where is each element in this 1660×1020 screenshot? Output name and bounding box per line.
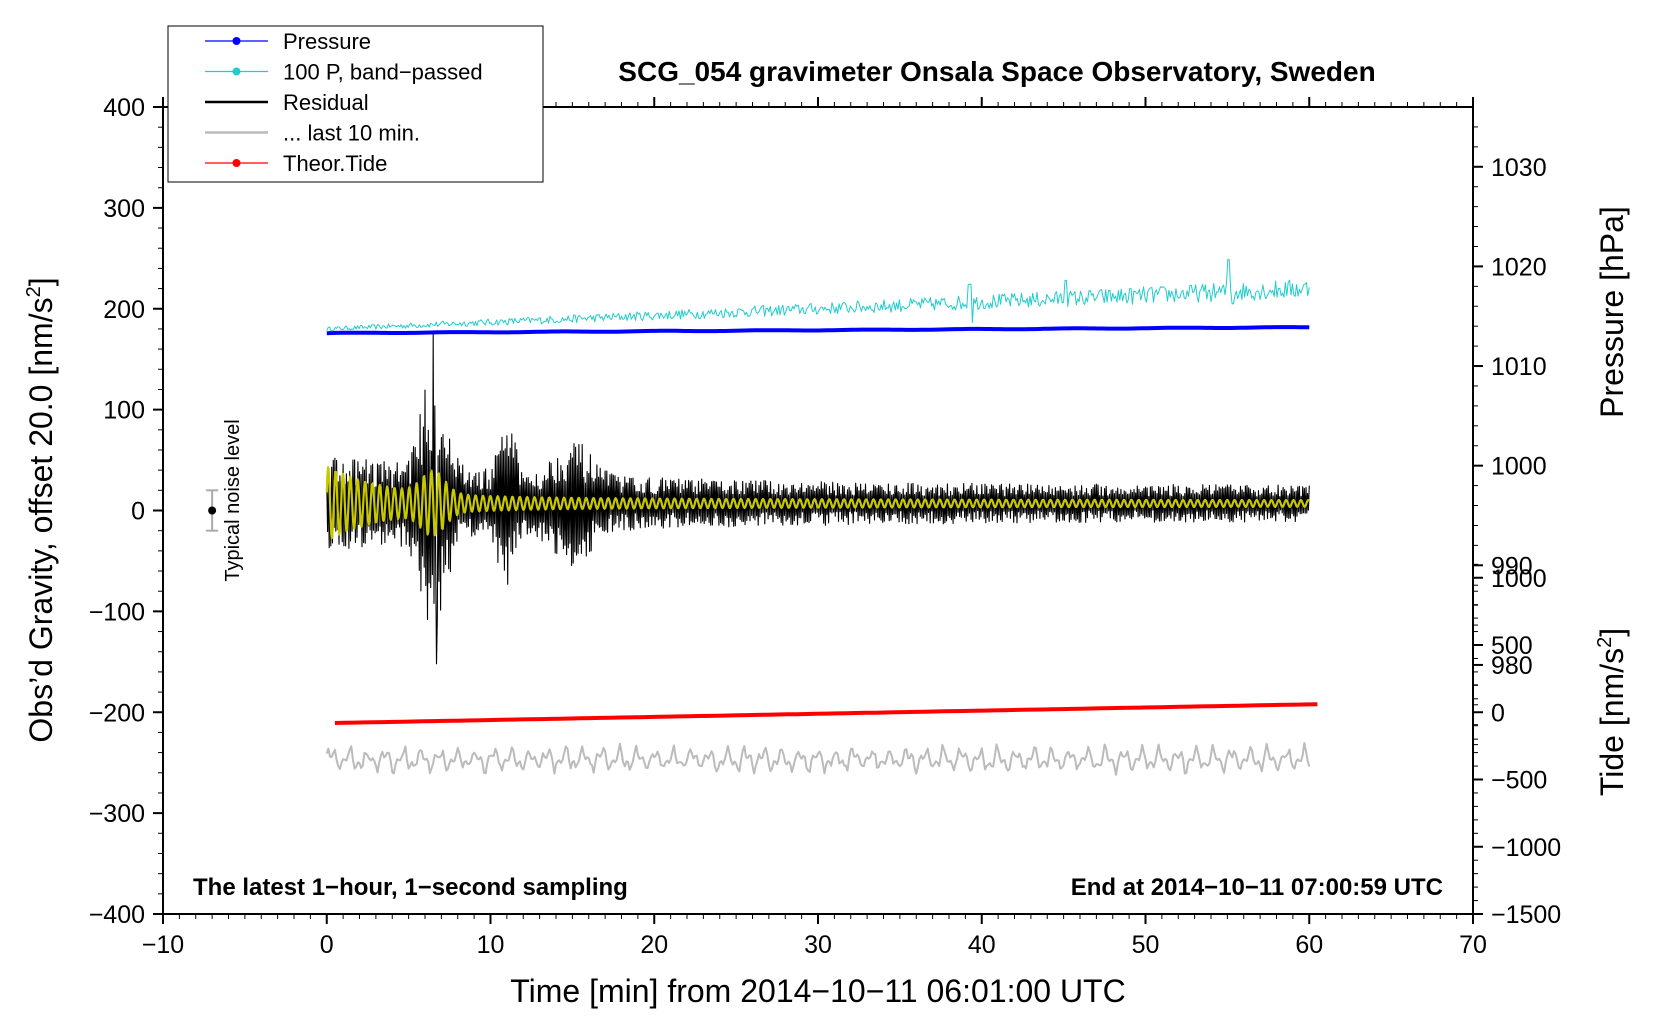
- legend: Pressure 100 P, band−passed Residual ... la…: [167, 25, 544, 183]
- annotation-left: The latest 1−hour, 1−second sampling: [193, 874, 628, 901]
- x-tick-label: 10: [477, 931, 505, 959]
- x-tick-label: 20: [640, 931, 668, 959]
- noise-bar: Typical noise level: [206, 419, 244, 582]
- x-tick-label: 60: [1295, 931, 1323, 959]
- x-axis-label: Time [min] from 2014−10−11 06:01:00 UTC: [510, 973, 1125, 1009]
- y-pressure-tick-label: 980: [1491, 652, 1533, 680]
- y-left-tick-label: 300: [103, 195, 145, 223]
- y-left-tick-label: −100: [89, 598, 145, 626]
- legend-swatch-marker: [232, 159, 241, 167]
- chart-title: SCG_054 gravimeter Onsala Space Observat…: [618, 56, 1375, 87]
- legend-swatch-marker: [232, 67, 241, 76]
- legend-label: Residual: [283, 90, 369, 115]
- legend-item: ... last 10 min.: [205, 121, 420, 146]
- y-pressure-tick-label: 1030: [1491, 154, 1547, 182]
- x-tick-label: −10: [142, 931, 184, 959]
- y-axis-label-left: Obs’d Gravity, offset 20.0 [nm/s2]: [23, 277, 59, 742]
- y-left-tick-label: 0: [131, 498, 145, 526]
- series-bandpassed-pressure: [326, 259, 1310, 332]
- series-residual: [326, 333, 1310, 665]
- series-theoretical-tide: [334, 702, 1318, 725]
- y-pressure-tick-label: 1020: [1491, 253, 1547, 281]
- legend-swatch-marker: [232, 37, 241, 45]
- series-pressure: [326, 325, 1310, 336]
- y-left-tick-label: −200: [89, 699, 145, 727]
- y-tide-tick-label: 1000: [1491, 565, 1547, 593]
- y-tide-tick-label: 0: [1491, 699, 1505, 727]
- y-axis-label-tide-main: Tide [nm/s: [1594, 648, 1630, 796]
- y-left-tick-label: 400: [103, 94, 145, 122]
- legend-label: Pressure: [283, 29, 371, 54]
- noise-bar-dot: [208, 506, 217, 515]
- y-tide-tick-label: 500: [1491, 632, 1533, 660]
- series-last-10-min: [325, 742, 1311, 776]
- legend-item: Residual: [205, 90, 369, 115]
- y-pressure-tick-label: 1010: [1491, 353, 1547, 381]
- y-pressure-tick-label: 1000: [1491, 453, 1547, 481]
- y-left-tick-label: 100: [103, 397, 145, 425]
- legend-label: 100 P, band−passed: [283, 60, 483, 85]
- legend-item: Theor.Tide: [205, 151, 387, 176]
- x-tick-label: 40: [968, 931, 996, 959]
- legend-item: 100 P, band−passed: [205, 60, 483, 85]
- y-tide-tick-label: −500: [1491, 767, 1547, 795]
- legend-label: Theor.Tide: [283, 151, 387, 176]
- x-tick-label: 30: [804, 931, 832, 959]
- y-left-tick-label: 200: [103, 296, 145, 324]
- y-tide-tick-label: −1500: [1491, 901, 1561, 929]
- x-tick-label: 50: [1132, 931, 1160, 959]
- ticks-layer: −10 0 10 20 30 40 50 60 704003002001000−100−200−…: [89, 94, 1562, 959]
- y-axis-label-tide-sup: 2: [1594, 637, 1616, 648]
- annotation-right: End at 2014−10−11 07:00:59 UTC: [1071, 874, 1443, 901]
- y-axis-label-pressure: Pressure [hPa]: [1594, 206, 1630, 418]
- series-residual-filtered: [325, 466, 1311, 540]
- legend-item: Pressure: [205, 29, 371, 54]
- y-left-tick-label: −300: [89, 800, 145, 828]
- y-axis-label-left-main: Obs’d Gravity, offset 20.0 [nm/s: [23, 297, 59, 742]
- y-axis-label-tide-close: ]: [1594, 628, 1630, 637]
- y-axis-label-left-sup: 2: [23, 286, 45, 297]
- y-axis-label-tide: Tide [nm/s2]: [1594, 628, 1630, 796]
- y-pressure-tick-label: 990: [1491, 552, 1533, 580]
- noise-label: Typical noise level: [222, 419, 244, 581]
- y-tide-tick-label: −1000: [1491, 834, 1561, 862]
- y-axis-label-left-close: ]: [23, 277, 59, 286]
- x-tick-label: 70: [1459, 931, 1487, 959]
- x-tick-label: 0: [320, 931, 334, 959]
- series-layer: [325, 259, 1318, 776]
- legend-label: ... last 10 min.: [283, 121, 420, 146]
- legend-box: [167, 25, 544, 183]
- legend-items: Pressure 100 P, band−passed Residual ... la…: [205, 29, 483, 176]
- y-left-tick-label: −400: [89, 901, 145, 929]
